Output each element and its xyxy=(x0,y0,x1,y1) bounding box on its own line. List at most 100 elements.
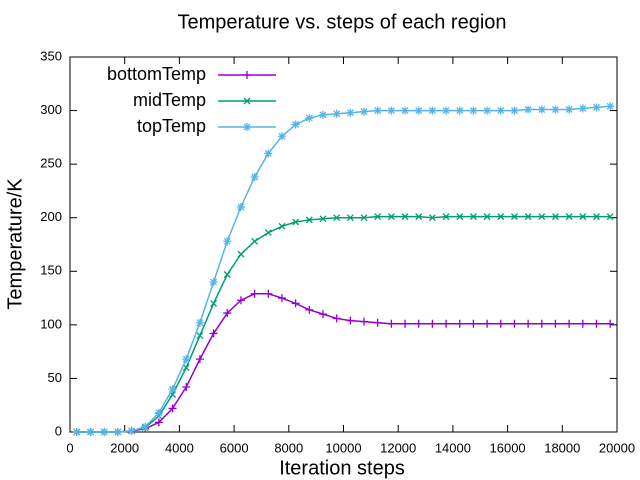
y-tick-label: 300 xyxy=(40,102,62,117)
data-point xyxy=(305,305,314,314)
series-line xyxy=(76,105,611,433)
data-point xyxy=(387,319,396,328)
data-point xyxy=(154,418,163,427)
data-point xyxy=(86,428,95,436)
data-point xyxy=(278,222,286,230)
data-point xyxy=(154,408,163,417)
data-point xyxy=(182,383,191,391)
data-point xyxy=(551,319,560,328)
data-point xyxy=(251,237,259,245)
data-point xyxy=(264,229,272,237)
legend-marker xyxy=(243,71,251,79)
data-point xyxy=(537,105,546,114)
data-point xyxy=(593,213,600,221)
data-point xyxy=(565,213,573,221)
data-point xyxy=(578,319,587,328)
chart-title: Temperature vs. steps of each region xyxy=(177,11,506,33)
data-point xyxy=(100,428,109,436)
data-point xyxy=(496,106,505,115)
data-point xyxy=(551,105,560,114)
data-point xyxy=(195,355,204,364)
data-point xyxy=(210,299,218,307)
y-tick-label: 250 xyxy=(40,156,62,171)
data-point xyxy=(456,213,464,221)
data-point xyxy=(72,428,81,436)
data-point xyxy=(592,319,601,328)
x-tick-label: 4000 xyxy=(165,440,194,455)
data-point xyxy=(182,364,190,372)
y-tick-label: 100 xyxy=(40,316,62,331)
data-point xyxy=(537,319,546,328)
data-point xyxy=(387,106,396,115)
data-point xyxy=(209,329,218,338)
data-point xyxy=(113,428,122,436)
data-point xyxy=(401,213,409,221)
data-point xyxy=(401,106,410,115)
data-point xyxy=(292,218,300,226)
data-point xyxy=(442,106,451,115)
x-tick-label: 6000 xyxy=(220,440,249,455)
data-point xyxy=(510,319,519,328)
y-tick-label: 150 xyxy=(40,263,62,278)
data-point xyxy=(414,106,423,115)
x-tick-label: 18000 xyxy=(544,440,580,455)
data-point xyxy=(455,319,464,328)
x-tick-label: 8000 xyxy=(274,440,303,455)
data-point xyxy=(578,104,587,113)
x-axis-label: Iteration steps xyxy=(279,457,405,479)
series-line xyxy=(76,293,611,433)
data-point xyxy=(195,318,204,327)
data-point xyxy=(565,105,574,114)
data-point xyxy=(223,237,232,246)
data-point xyxy=(496,319,505,328)
data-point xyxy=(428,319,437,328)
data-point xyxy=(319,215,327,223)
x-tick-label: 16000 xyxy=(490,440,526,455)
data-point xyxy=(223,271,231,278)
data-point xyxy=(373,106,382,115)
data-point xyxy=(360,317,369,326)
data-point xyxy=(291,299,300,308)
data-point xyxy=(250,173,259,181)
data-point xyxy=(237,250,245,258)
data-point xyxy=(209,278,218,286)
data-point xyxy=(510,213,518,221)
data-point xyxy=(606,319,615,328)
data-point xyxy=(401,319,410,328)
data-point xyxy=(333,214,341,222)
data-point xyxy=(606,102,615,111)
y-tick-label: 50 xyxy=(48,370,62,385)
data-point xyxy=(497,213,505,221)
x-tick-label: 14000 xyxy=(435,440,471,455)
data-point xyxy=(360,214,368,222)
data-point xyxy=(469,319,478,328)
data-point xyxy=(332,314,341,323)
data-point xyxy=(305,216,313,224)
data-point xyxy=(565,319,574,328)
data-point xyxy=(291,120,300,129)
data-point xyxy=(538,213,546,221)
data-point xyxy=(264,289,273,298)
data-point xyxy=(182,355,191,364)
legend-label: topTemp xyxy=(137,116,206,136)
data-point xyxy=(415,213,423,221)
data-point xyxy=(592,103,601,112)
data-point xyxy=(524,213,532,221)
data-point xyxy=(387,213,395,221)
data-point xyxy=(483,106,492,115)
data-point xyxy=(483,319,492,328)
data-point xyxy=(483,213,491,221)
data-point xyxy=(455,106,464,115)
data-point xyxy=(332,109,341,118)
data-point xyxy=(168,385,177,394)
data-point xyxy=(428,214,436,222)
x-tick-label: 0 xyxy=(66,440,73,455)
data-point xyxy=(236,296,245,305)
data-point xyxy=(318,310,327,319)
series-line xyxy=(76,215,611,433)
legend-marker xyxy=(243,123,251,131)
data-point xyxy=(524,319,533,328)
y-axis-label: Temperature/K xyxy=(4,178,26,310)
data-point xyxy=(414,319,423,328)
